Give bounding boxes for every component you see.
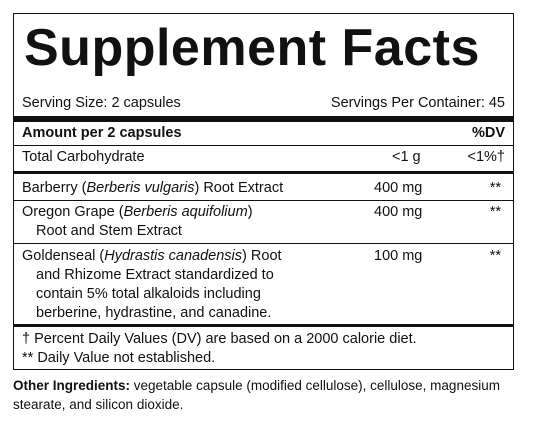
amount-header: Amount per 2 capsules xyxy=(22,125,182,141)
supplement-facts-panel: Supplement Facts Serving Size: 2 capsule… xyxy=(13,13,514,370)
ingredient-amount: 400 mg xyxy=(374,204,423,220)
divider xyxy=(14,145,513,146)
footnote-not-established: ** Daily Value not established. xyxy=(22,350,216,366)
servings-per-container: Servings Per Container: 45 xyxy=(330,95,505,111)
serving-info: Serving Size: 2 capsules Servings Per Co… xyxy=(22,93,505,113)
ingredient-amount: 400 mg xyxy=(374,180,423,196)
footnotes: † Percent Daily Values (DV) are based on… xyxy=(22,330,505,368)
panel-title: Supplement Facts xyxy=(24,19,480,77)
ingredient-amount: 100 mg xyxy=(374,248,423,264)
ingredient-name: Oregon Grape (Berberis aquifolium) Root … xyxy=(22,204,253,239)
other-ingredients-label: Other Ingredients: xyxy=(13,378,131,393)
other-ingredients-text: vegetable capsule (modified cellulose), … xyxy=(13,378,500,412)
other-ingredients: Other Ingredients: vegetable capsule (mo… xyxy=(13,376,518,414)
ingredient-name: Goldenseal (Hydrastis canadensis) Root a… xyxy=(22,248,282,321)
footnote-dv: † Percent Daily Values (DV) are based on… xyxy=(22,331,417,347)
serving-size: Serving Size: 2 capsules xyxy=(22,95,181,111)
nutrient-name: Total Carbohydrate xyxy=(22,149,145,165)
ingredient-dv: ** xyxy=(489,248,501,264)
divider xyxy=(14,243,513,244)
thick-divider xyxy=(14,116,513,122)
ingredient-dv: ** xyxy=(489,204,501,220)
medium-divider xyxy=(14,324,513,327)
dv-header: %DV xyxy=(471,125,505,141)
divider xyxy=(14,200,513,201)
medium-divider xyxy=(14,171,513,174)
ingredient-name: Barberry (Berberis vulgaris) Root Extrac… xyxy=(22,180,284,196)
ingredient-dv: ** xyxy=(489,180,501,196)
nutrient-amount: <1 g xyxy=(392,149,421,165)
nutrient-dv: <1%† xyxy=(467,149,506,165)
